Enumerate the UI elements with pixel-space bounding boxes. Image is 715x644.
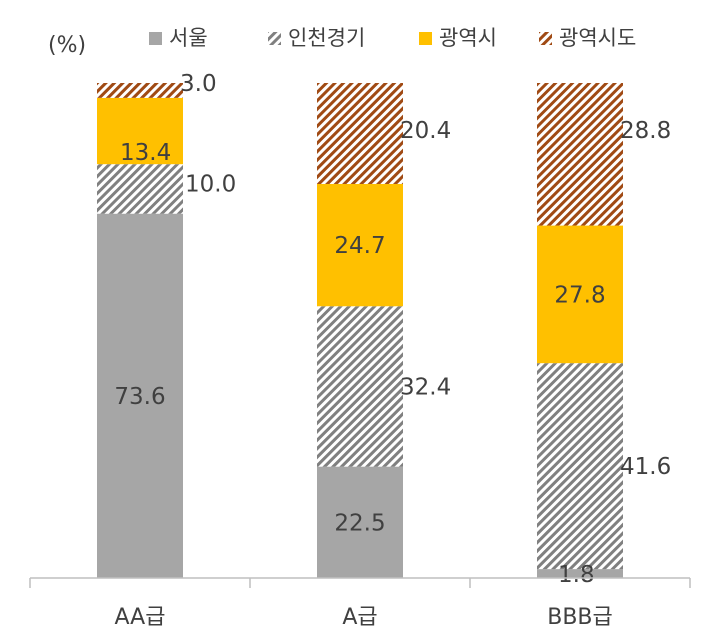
value-label-aa-metro-province: 3.0 — [180, 71, 217, 97]
x-tick-label-aa: AA급 — [115, 605, 166, 630]
bar-bbb-metro-city — [537, 225, 623, 364]
legend-swatch-incheon-gyeonggi — [268, 32, 281, 45]
value-label-bbb-seoul: 1.8 — [558, 562, 595, 588]
value-label-bbb-metro-city: 27.8 — [554, 282, 605, 308]
bar-bbb-seoul — [537, 569, 623, 578]
x-tick-label-bbb: BBB급 — [547, 605, 613, 630]
legend-swatch-metro-province — [539, 32, 552, 45]
value-label-aa-seoul: 73.6 — [114, 384, 165, 410]
bar-bbb-metro-province — [537, 83, 623, 226]
bar-aa-seoul — [97, 213, 183, 578]
value-label-bbb-metro-province: 28.8 — [620, 118, 671, 144]
value-label-a-metro-city: 24.7 — [334, 233, 385, 259]
value-label-aa-incheon-gyeonggi: 10.0 — [185, 172, 236, 198]
value-label-aa-metro-city: 13.4 — [120, 140, 171, 166]
legend: 서울 인천경기 광역시 광역시도 — [149, 26, 636, 50]
bar-bbb-incheon-gyeonggi — [537, 363, 623, 570]
value-label-a-incheon-gyeonggi: 32.4 — [400, 374, 451, 400]
bar-aa-metro-province — [97, 83, 183, 98]
bar-a-metro-province — [317, 83, 403, 184]
legend-swatch-metro-city — [419, 32, 432, 45]
bar-aa-metro-city — [97, 97, 183, 165]
value-label-a-metro-province: 20.4 — [400, 118, 451, 144]
legend-label-seoul: 서울 — [169, 26, 208, 50]
bar-a-seoul — [317, 466, 403, 578]
bars-group — [97, 83, 623, 578]
value-labels-group: 73.6 10.0 13.4 3.0 22.5 32.4 24.7 20.4 1.8 41.6 27… — [114, 71, 671, 588]
legend-label-metro-city: 광역시 — [439, 26, 497, 50]
value-label-bbb-incheon-gyeonggi: 41.6 — [620, 454, 671, 480]
legend-label-incheon-gyeonggi: 인천경기 — [288, 26, 365, 50]
bar-a-metro-city — [317, 183, 403, 307]
x-tick-label-a: A급 — [342, 605, 377, 630]
legend-swatch-seoul — [149, 32, 162, 45]
bar-aa-incheon-gyeonggi — [97, 164, 183, 214]
bar-a-incheon-gyeonggi — [317, 306, 403, 467]
unit-label: (%) — [48, 33, 86, 58]
value-label-a-seoul: 22.5 — [334, 510, 385, 536]
legend-label-metro-province: 광역시도 — [559, 26, 636, 50]
